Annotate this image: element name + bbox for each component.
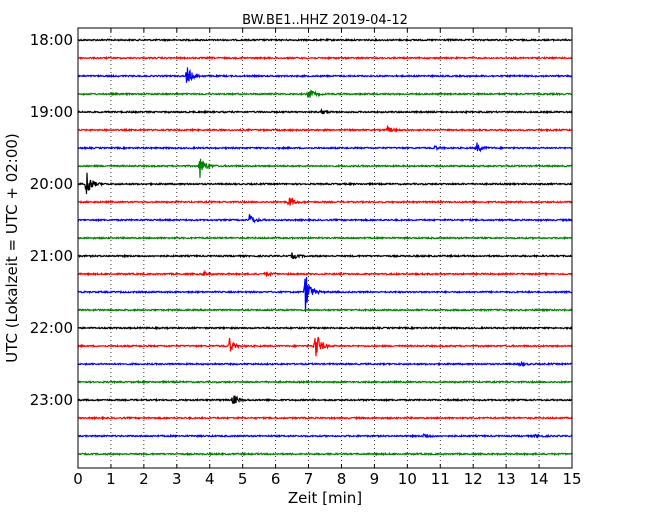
y-tick-label: 19:00	[30, 103, 73, 121]
trace-2145	[77, 307, 573, 313]
chart-title: BW.BE1..HHZ 2019-04-12	[242, 13, 408, 28]
trace-2015	[77, 197, 573, 206]
y-tick-label: 21:00	[30, 247, 73, 265]
y-tick-label: 18:00	[30, 31, 73, 49]
x-tick-label: 1	[106, 470, 116, 488]
trace-1815	[77, 55, 573, 61]
trace-1945	[77, 158, 573, 178]
x-tick-label: 3	[172, 470, 182, 488]
trace-1845	[77, 89, 573, 98]
x-axis-label: Zeit [min]	[288, 489, 362, 507]
x-tick-label: 10	[398, 470, 417, 488]
trace-2345	[77, 451, 573, 457]
trace-2115	[77, 269, 573, 278]
trace-1800	[77, 37, 573, 43]
trace-2030	[77, 214, 573, 224]
trace-1915	[77, 124, 573, 133]
trace-2230	[77, 360, 573, 368]
trace-2000	[77, 172, 573, 195]
x-tick-label: 11	[431, 470, 450, 488]
plot-frame	[77, 27, 573, 469]
x-tick-label: 14	[530, 470, 549, 488]
trace-2215	[77, 336, 573, 357]
y-tick-label: 23:00	[30, 391, 73, 409]
trace-1900	[77, 107, 573, 115]
trace-2045	[77, 235, 573, 241]
trace-1830	[77, 67, 573, 83]
y-axis-label: UTC (Lokalzeit = UTC + 02:00)	[3, 133, 21, 363]
x-tick-label: 13	[497, 470, 516, 488]
x-tick-label: 6	[271, 470, 281, 488]
x-tick-label: 9	[370, 470, 380, 488]
x-tick-label: 4	[205, 470, 215, 488]
y-tick-label: 22:00	[30, 319, 73, 337]
trace-1930	[77, 142, 573, 153]
x-tick-label: 15	[562, 470, 581, 488]
x-tick-label: 7	[304, 470, 314, 488]
trace-2245	[77, 379, 573, 385]
x-tick-label: 12	[464, 470, 483, 488]
trace-2315	[77, 415, 573, 421]
grid	[110, 28, 540, 468]
x-tick-label: 5	[238, 470, 248, 488]
trace-2300	[77, 395, 573, 405]
x-tick-label: 2	[139, 470, 149, 488]
y-tick-label: 20:00	[30, 175, 73, 193]
trace-2100	[77, 252, 573, 260]
trace-2330	[77, 433, 573, 439]
traces	[77, 37, 573, 457]
y-axis: 18:00 19:00 20:00 21:00 22:00 23:00	[30, 31, 572, 409]
trace-2130	[77, 276, 573, 312]
x-tick-label: 8	[337, 470, 347, 488]
trace-2200	[77, 325, 573, 331]
x-tick-label: 0	[73, 470, 83, 488]
x-axis: 0 1 2 3 4 5 6 7 8 9 10 11 12 13 14 15	[73, 28, 582, 488]
